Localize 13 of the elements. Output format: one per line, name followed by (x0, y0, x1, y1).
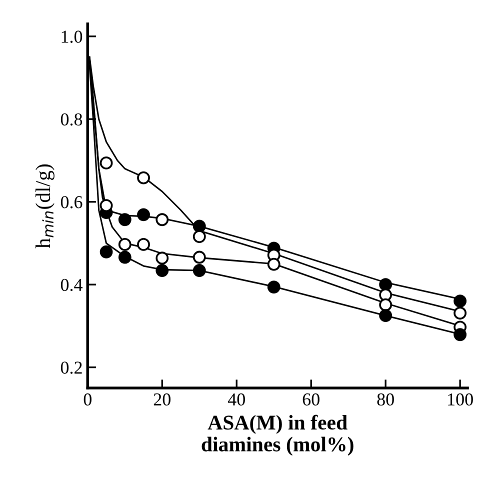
x-tick-label: 80 (377, 393, 394, 406)
y-tick-label: 0.8 (60, 113, 82, 126)
x-tick-label: 60 (302, 393, 320, 406)
x-tick-label: 20 (154, 393, 170, 406)
y-tick-label: 0.4 (60, 278, 83, 292)
x-tick-label: 0 (84, 393, 92, 406)
y-tick-label: 0.6 (60, 196, 82, 208)
y-axis-title: h$_{min}$(dl/g) (36, 164, 54, 248)
x-tick-label: 100 (448, 393, 473, 406)
x-axis-title: ASA(M) in feed diamines (mol%) (202, 414, 354, 456)
y-tick-label: 0.2 (60, 362, 82, 374)
x-tick-label: 40 (228, 393, 245, 406)
y-tick-label: 1.0 (62, 30, 82, 43)
